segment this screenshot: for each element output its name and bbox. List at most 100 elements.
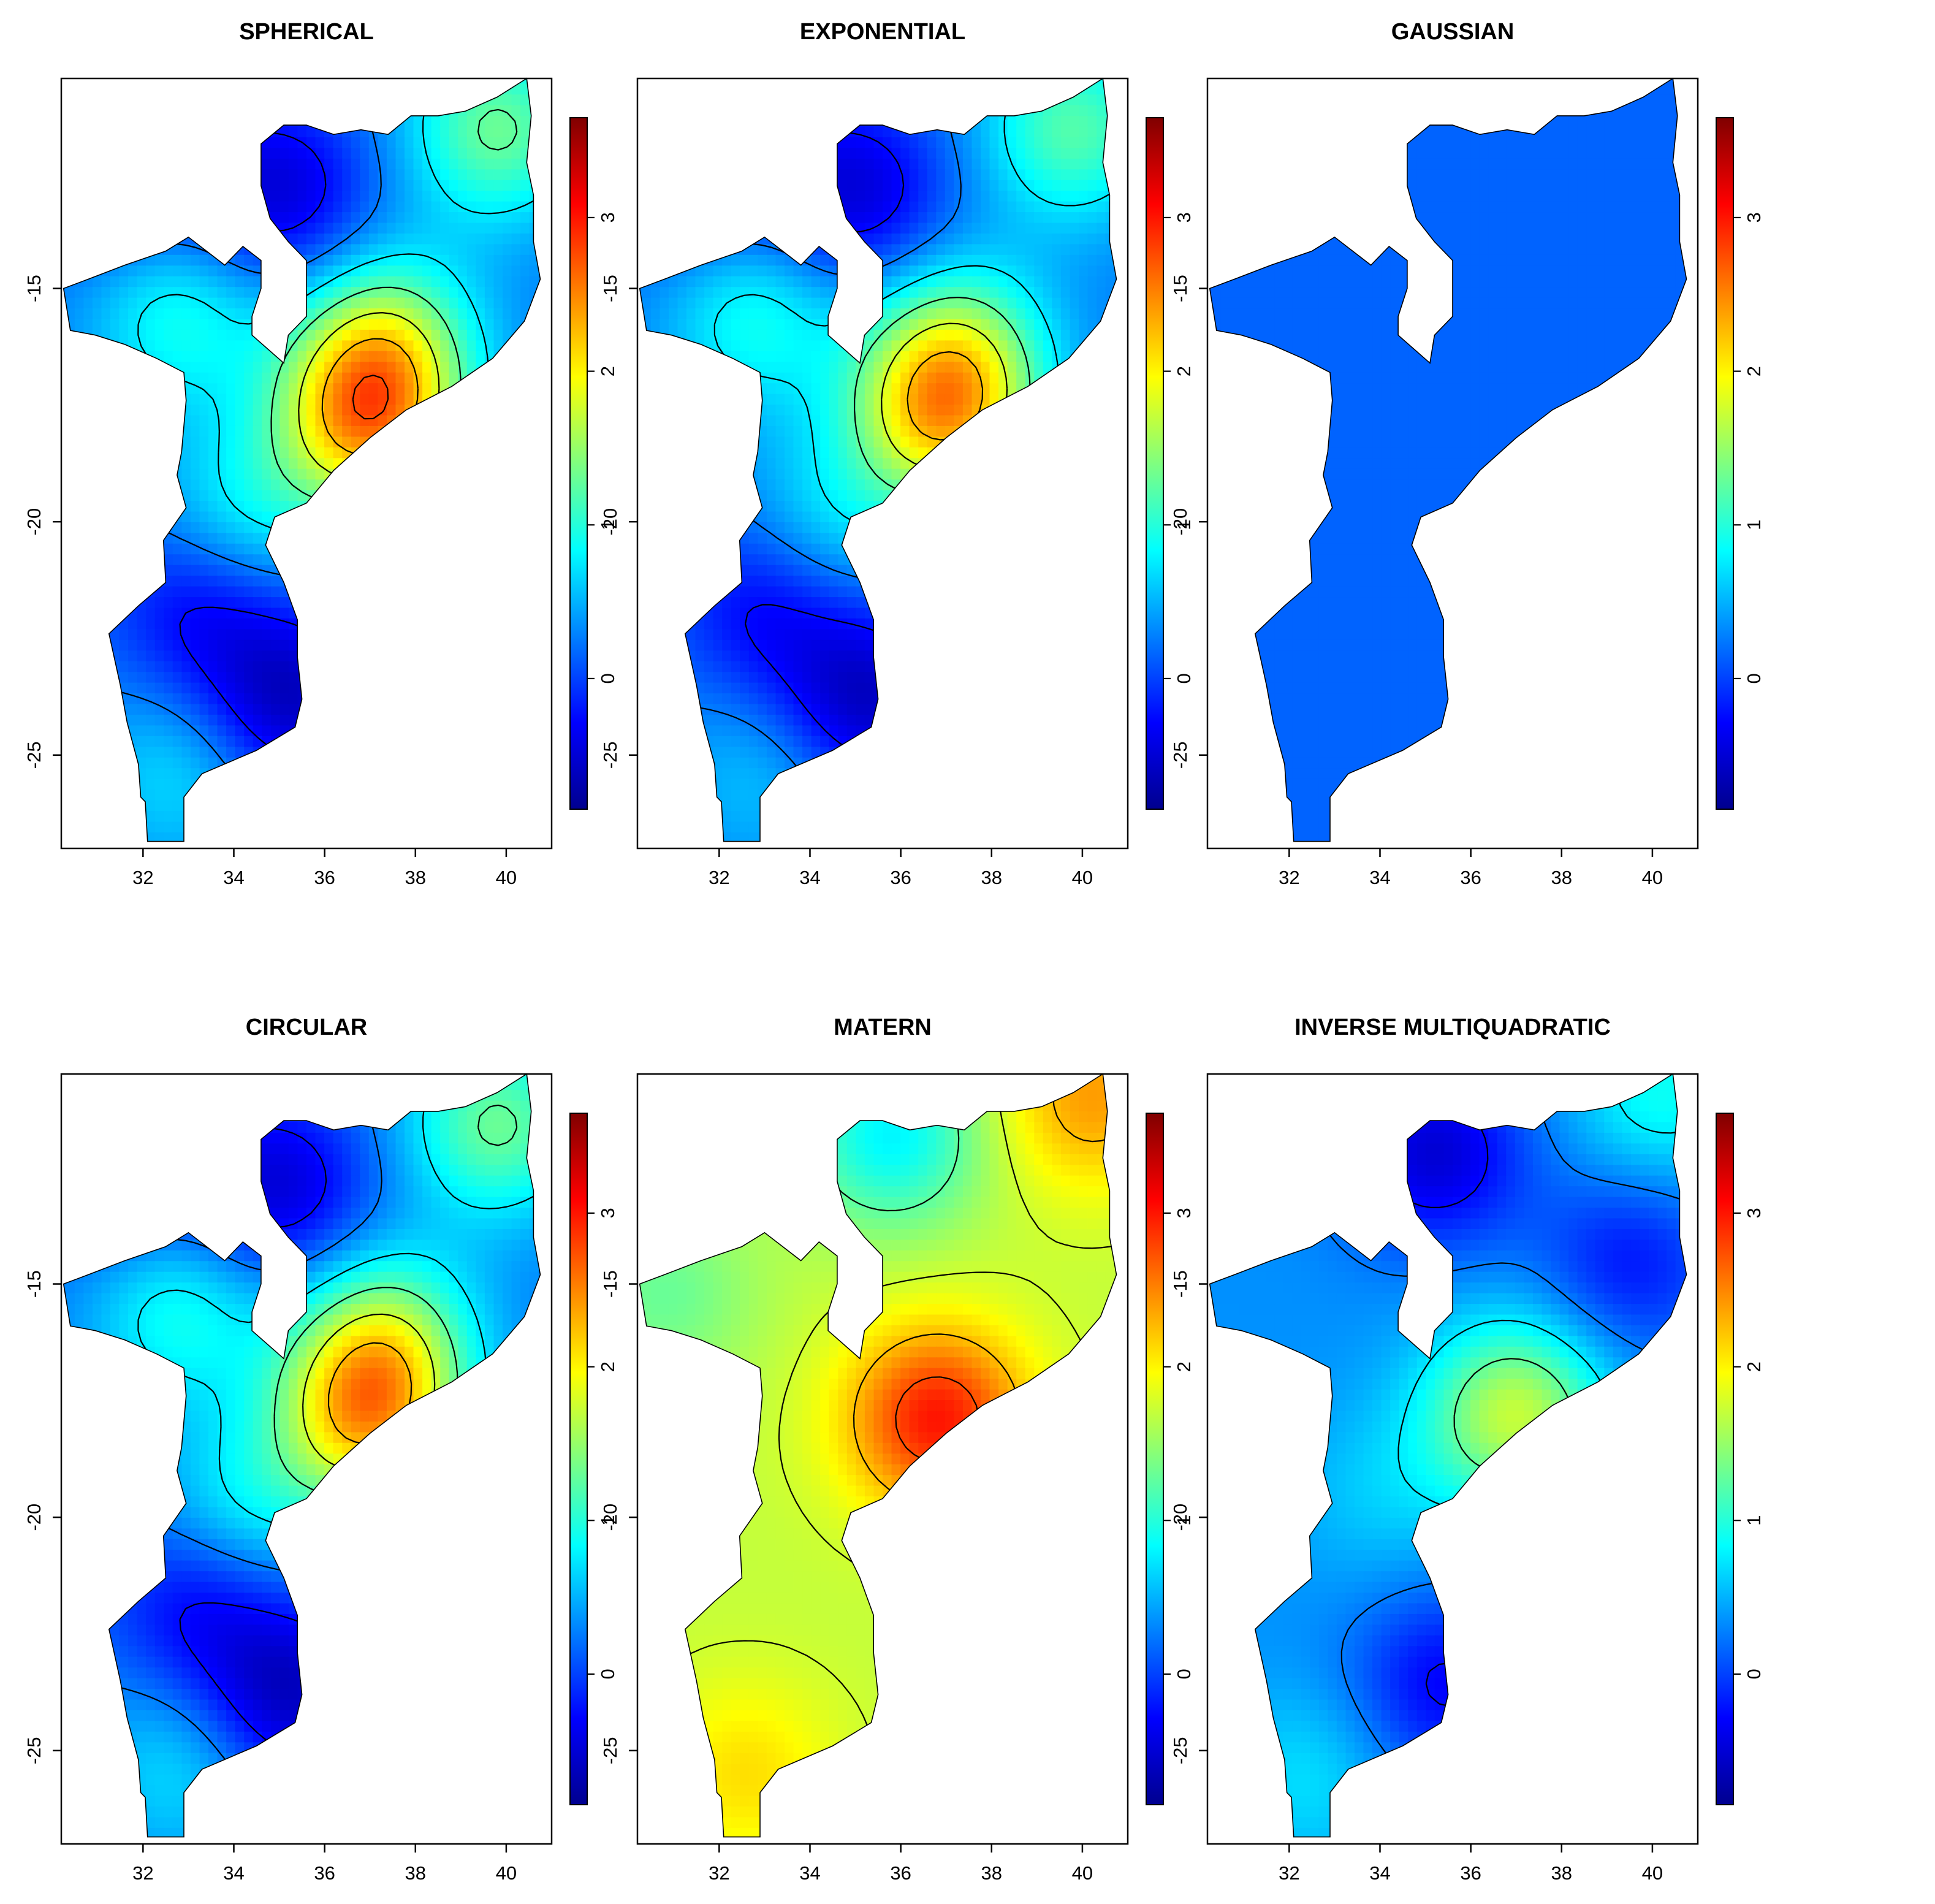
heat-cell xyxy=(405,180,414,192)
heat-cell xyxy=(110,180,120,192)
heat-cell xyxy=(244,340,254,352)
heat-cell xyxy=(740,212,750,224)
heat-cell xyxy=(476,191,485,202)
heat-cell xyxy=(306,329,316,341)
heat-cell xyxy=(172,105,183,116)
heat-cell xyxy=(146,383,156,395)
heat-cell xyxy=(677,148,687,159)
heat-cell xyxy=(484,565,495,577)
heat-cell xyxy=(493,383,503,395)
heat-cell xyxy=(217,447,227,459)
heat-cell xyxy=(164,158,173,170)
heat-cell xyxy=(190,672,200,684)
heat-cell xyxy=(279,223,289,234)
heat-cell xyxy=(378,233,387,245)
heat-cell xyxy=(270,137,281,149)
heat-cell xyxy=(405,383,414,395)
heat-cell xyxy=(395,768,405,780)
heat-cell xyxy=(713,126,723,138)
heat-cell xyxy=(936,126,946,138)
heat-cell xyxy=(458,94,468,106)
heat-cell xyxy=(110,148,120,159)
heat-cell xyxy=(297,832,307,842)
heat-cell xyxy=(270,201,281,213)
heat-cell xyxy=(378,704,387,715)
heat-cell xyxy=(466,790,477,801)
heat-cell xyxy=(297,800,307,812)
heat-cell xyxy=(324,351,334,363)
heat-cell xyxy=(466,415,477,427)
heat-cell xyxy=(378,468,387,481)
heat-cell xyxy=(262,394,272,405)
heat-cell xyxy=(405,169,414,181)
heat-cell xyxy=(119,800,129,812)
heat-cell xyxy=(164,779,173,790)
heat-cell xyxy=(119,511,129,523)
heat-cell xyxy=(146,212,156,224)
heat-cell xyxy=(785,158,794,170)
heat-cell xyxy=(529,576,539,587)
heat-cell xyxy=(927,158,937,170)
heat-cell xyxy=(128,586,138,598)
heat-cell xyxy=(137,779,147,790)
heat-cell xyxy=(244,297,254,309)
heat-cell xyxy=(110,297,120,309)
heat-cell xyxy=(92,586,102,598)
heat-cell xyxy=(431,586,441,598)
heat-cell xyxy=(262,757,272,769)
heat-cell xyxy=(846,169,857,181)
heat-cell xyxy=(217,276,227,288)
heat-cell xyxy=(1034,223,1044,234)
heat-cell xyxy=(253,447,263,459)
heat-cell xyxy=(306,394,316,405)
heat-cell xyxy=(686,126,696,138)
heat-cell xyxy=(785,191,794,202)
heat-cell xyxy=(262,714,272,726)
heat-cell xyxy=(378,436,387,448)
heat-cell xyxy=(802,212,812,224)
heat-cell xyxy=(244,736,254,748)
heat-cell xyxy=(378,790,387,801)
heat-cell xyxy=(378,329,387,341)
heat-cell xyxy=(368,212,379,224)
heat-cell xyxy=(235,436,245,448)
heat-cell xyxy=(422,436,432,448)
heat-cell xyxy=(909,116,919,128)
heat-cell xyxy=(333,447,343,459)
heat-cell xyxy=(368,351,379,363)
heat-cell xyxy=(1043,126,1053,138)
heat-cell xyxy=(172,650,183,662)
heat-cell xyxy=(998,169,1008,181)
heat-cell xyxy=(766,148,777,159)
heat-cell xyxy=(199,340,209,352)
heat-cell xyxy=(306,810,316,823)
heat-cell xyxy=(342,415,352,427)
heat-cell xyxy=(154,180,165,192)
heat-cell xyxy=(137,372,147,384)
heat-cell xyxy=(119,415,129,427)
heat-cell xyxy=(466,586,477,598)
heat-cell xyxy=(342,394,352,405)
heat-cell xyxy=(315,725,325,737)
heat-cell xyxy=(1016,116,1026,128)
heat-cell xyxy=(360,126,370,138)
heat-cell xyxy=(74,287,85,299)
heat-cell xyxy=(253,394,263,405)
heat-cell xyxy=(154,383,165,395)
heat-cell xyxy=(695,201,705,213)
heat-cell xyxy=(262,597,272,609)
heat-cell xyxy=(405,362,414,373)
heat-cell xyxy=(918,212,928,224)
heat-cell xyxy=(288,768,298,780)
heat-cell xyxy=(217,191,227,202)
heat-cell xyxy=(511,832,521,842)
heat-cell xyxy=(315,576,325,587)
heat-cell xyxy=(226,576,236,587)
heat-cell xyxy=(74,254,85,267)
heat-cell xyxy=(440,821,450,833)
heat-cell xyxy=(235,790,245,801)
heat-cell xyxy=(686,137,696,149)
heat-cell xyxy=(360,533,370,544)
heat-cell xyxy=(378,201,387,213)
heat-cell xyxy=(164,405,173,416)
